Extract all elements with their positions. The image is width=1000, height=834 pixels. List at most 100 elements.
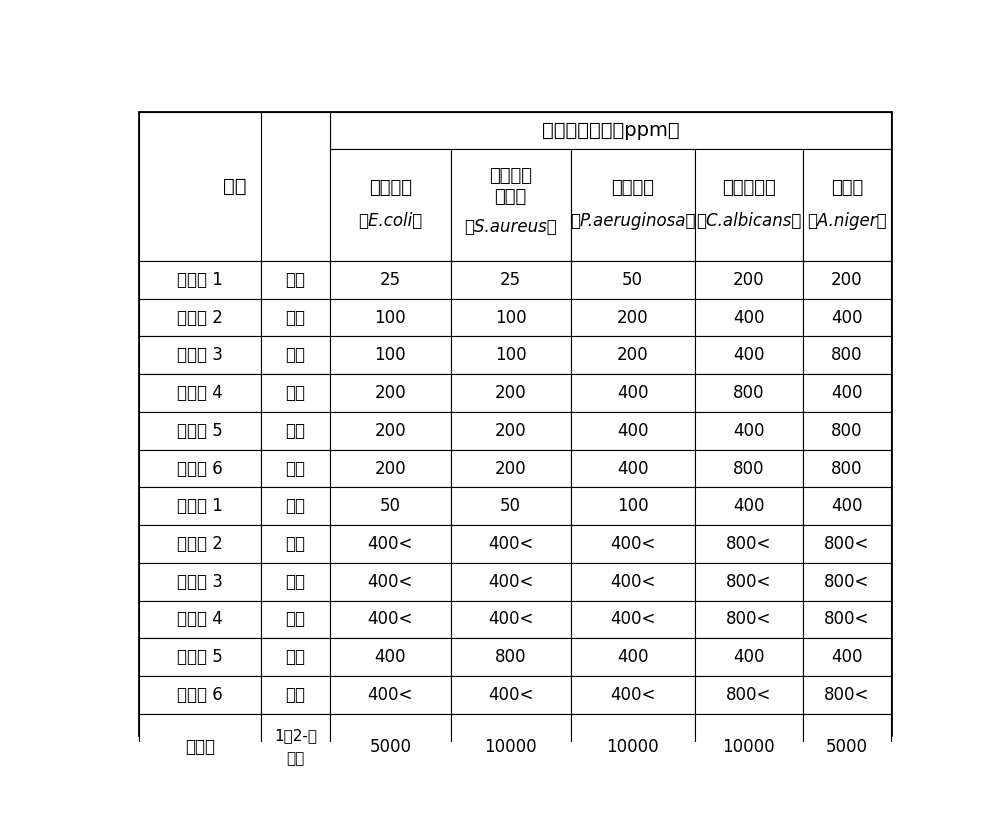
Bar (571, 336, 695, 374)
Text: 10000: 10000 (484, 738, 537, 756)
Bar (330, 149, 450, 261)
Bar (695, 525, 803, 563)
Text: 5000: 5000 (826, 738, 868, 756)
Text: 实施例 3: 实施例 3 (177, 346, 223, 364)
Bar (330, 525, 450, 563)
Bar (450, 374, 571, 412)
Bar (139, 374, 261, 412)
Text: 400: 400 (831, 648, 863, 666)
Text: 比较例 4: 比较例 4 (177, 610, 223, 629)
Text: 400: 400 (831, 309, 863, 327)
Text: 50: 50 (380, 497, 401, 515)
Bar (695, 149, 803, 261)
Text: 800<: 800< (726, 535, 772, 553)
Text: 200: 200 (831, 271, 863, 289)
Text: 400<: 400< (488, 535, 533, 553)
Text: 400<: 400< (368, 686, 413, 704)
Bar (330, 299, 450, 336)
Text: 5000: 5000 (369, 738, 411, 756)
Bar (261, 412, 330, 450)
Text: （A.niger）: （A.niger） (807, 212, 887, 229)
Bar (571, 600, 695, 638)
Text: 200: 200 (495, 422, 526, 440)
Text: 25: 25 (380, 271, 401, 289)
Text: 100: 100 (617, 497, 648, 515)
Bar (261, 638, 330, 676)
Text: 50: 50 (622, 271, 643, 289)
Bar (450, 563, 571, 600)
Bar (571, 374, 695, 412)
Bar (261, 261, 330, 299)
Bar (571, 149, 695, 261)
Bar (695, 336, 803, 374)
Text: 800: 800 (831, 460, 863, 478)
Text: 400: 400 (733, 346, 765, 364)
Text: 粉末: 粉末 (286, 686, 306, 704)
Bar (139, 412, 261, 450)
Text: 400<: 400< (610, 573, 655, 590)
Bar (571, 261, 695, 299)
Bar (695, 563, 803, 600)
Bar (803, 600, 891, 638)
Bar (139, 450, 261, 487)
Text: 比较例 5: 比较例 5 (177, 648, 223, 666)
Bar (803, 487, 891, 525)
Text: 800<: 800< (726, 610, 772, 629)
Text: 400: 400 (733, 497, 765, 515)
Bar (139, 563, 261, 600)
Text: 10000: 10000 (606, 738, 659, 756)
Bar (803, 525, 891, 563)
Bar (803, 336, 891, 374)
Bar (330, 336, 450, 374)
Text: 800<: 800< (824, 573, 870, 590)
Text: 400<: 400< (368, 573, 413, 590)
Text: 400: 400 (375, 648, 406, 666)
Text: 400: 400 (831, 384, 863, 402)
Text: 实施例 4: 实施例 4 (177, 384, 223, 402)
Text: 1，2-己: 1，2-己 (274, 728, 317, 743)
Text: 800<: 800< (726, 573, 772, 590)
Text: 粉末: 粉末 (286, 573, 306, 590)
Bar (450, 676, 571, 714)
Bar (450, 487, 571, 525)
Bar (450, 261, 571, 299)
Bar (695, 676, 803, 714)
Bar (139, 487, 261, 525)
Bar (803, 374, 891, 412)
Bar (330, 450, 450, 487)
Text: 最小抑制浓度（ppm）: 最小抑制浓度（ppm） (542, 122, 679, 140)
Text: 粉末: 粉末 (286, 346, 306, 364)
Text: （E.coli）: （E.coli） (358, 212, 423, 229)
Bar (571, 412, 695, 450)
Text: 400: 400 (617, 422, 648, 440)
Bar (139, 113, 330, 261)
Text: 800: 800 (831, 346, 863, 364)
Bar (261, 676, 330, 714)
Text: 400: 400 (617, 648, 648, 666)
Text: 400<: 400< (610, 535, 655, 553)
Text: 800: 800 (831, 422, 863, 440)
Text: 800: 800 (733, 460, 765, 478)
Text: （S.aureus）: （S.aureus） (464, 218, 557, 236)
Text: 黑曲霎: 黑曲霎 (831, 179, 863, 198)
Bar (571, 563, 695, 600)
Bar (695, 714, 803, 780)
Text: 800<: 800< (726, 686, 772, 704)
Text: 800<: 800< (824, 610, 870, 629)
Bar (139, 600, 261, 638)
Text: 200: 200 (617, 309, 648, 327)
Text: 比较例 1: 比较例 1 (177, 497, 223, 515)
Text: 粉末: 粉末 (286, 610, 306, 629)
Text: 200: 200 (733, 271, 765, 289)
Text: 实施例 1: 实施例 1 (177, 271, 223, 289)
Bar (330, 487, 450, 525)
Text: 100: 100 (375, 346, 406, 364)
Text: 400: 400 (617, 384, 648, 402)
Text: （C.albicans）: （C.albicans） (696, 212, 802, 229)
Bar (571, 638, 695, 676)
Text: 800: 800 (733, 384, 765, 402)
Text: 800: 800 (495, 648, 526, 666)
Bar (571, 525, 695, 563)
Text: 粉末: 粉末 (286, 535, 306, 553)
Bar (261, 374, 330, 412)
